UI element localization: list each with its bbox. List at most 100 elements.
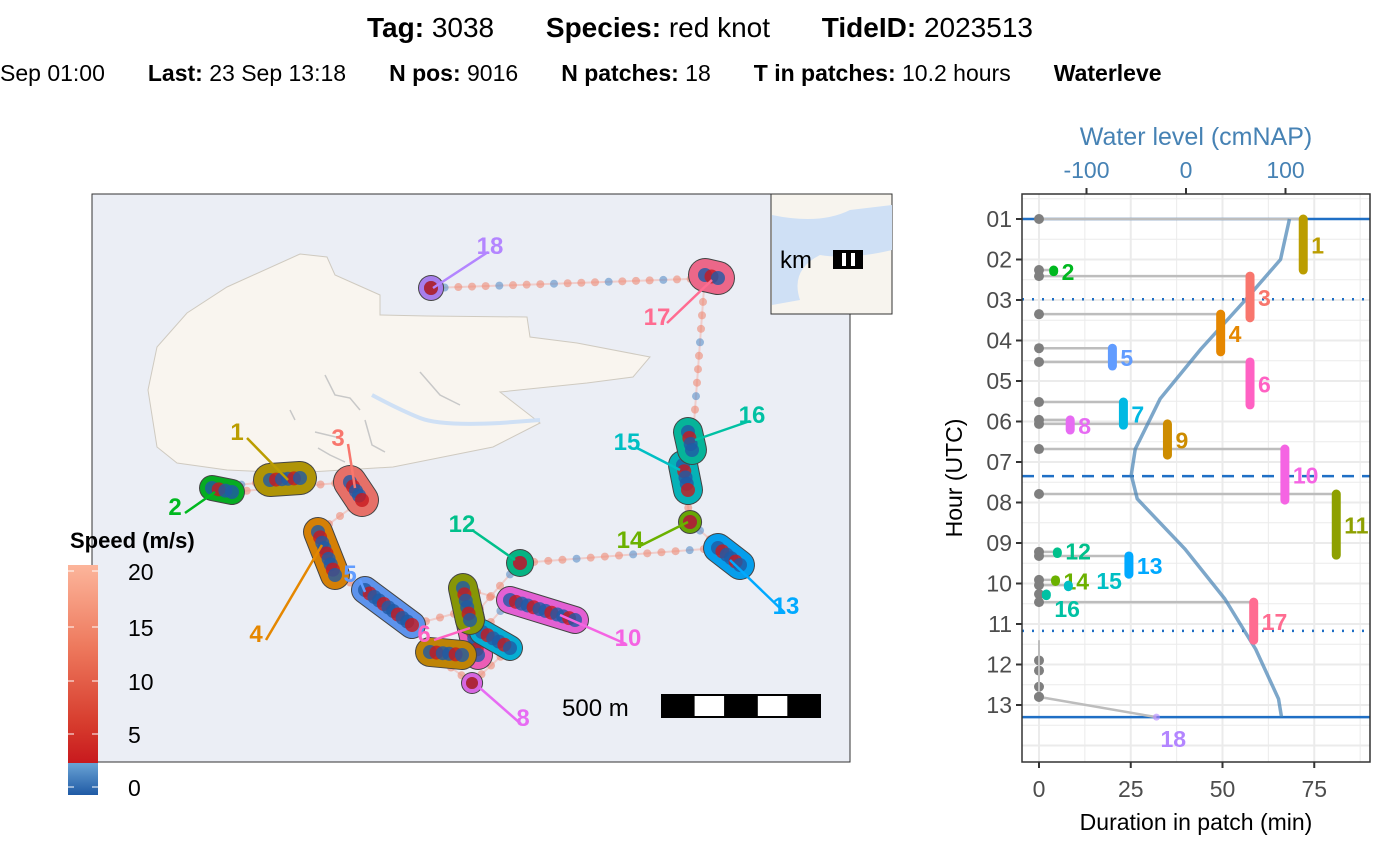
legend-tick-label: 0: [128, 775, 141, 801]
position-point: [336, 512, 344, 520]
patch-bar-label-2: 2: [1062, 259, 1075, 285]
position-point: [586, 553, 595, 562]
label-leader: [358, 579, 367, 593]
legend-tick-label: 15: [128, 615, 154, 641]
secondary-x-tick-label: 0: [1180, 157, 1193, 183]
inset-scalebar-gap: [842, 253, 846, 266]
patch-label-1: 1: [230, 419, 243, 446]
x-tick-label: 50: [1210, 776, 1236, 802]
scalebar-segment: [692, 694, 727, 718]
position-point: [355, 493, 369, 507]
position-point: [225, 485, 239, 499]
patch-bar-label-9: 9: [1175, 428, 1188, 454]
patch-label-6: 6: [417, 621, 430, 648]
patch-start-point: [1034, 214, 1044, 224]
position-point: [657, 548, 666, 557]
y-tick-label: 11: [988, 611, 1012, 637]
position-point: [563, 279, 572, 288]
position-point: [673, 275, 681, 284]
position-point: [699, 297, 707, 306]
patch-start-point: [1034, 589, 1044, 600]
secondary-x-tick-label: -100: [1063, 157, 1109, 183]
position-point: [685, 443, 699, 457]
position-point: [643, 549, 652, 558]
patch-label-13: 13: [773, 593, 800, 620]
creek: [289, 409, 296, 421]
label-leader: [432, 250, 489, 290]
subtitle-npos: N pos: 9016: [389, 60, 519, 86]
position-point: [544, 556, 553, 565]
creek: [364, 419, 386, 453]
label-leader: [729, 559, 785, 613]
position-point: [733, 558, 747, 572]
patch-label-4: 4: [249, 621, 263, 648]
patch-start-point: [1034, 597, 1044, 608]
inset-scalebar: [833, 250, 863, 269]
x-tick-label: 25: [1118, 776, 1144, 802]
island-land: [147, 253, 651, 474]
patch-bar-label-16: 16: [1054, 596, 1080, 622]
title-species: Species: red knot: [545, 12, 771, 43]
subtitle-waterlevel: Waterleve: [1053, 60, 1162, 86]
position-point: [618, 277, 627, 286]
patch-start-point: [1034, 580, 1044, 591]
patch-bar-label-11: 11: [1344, 513, 1369, 539]
chart-panel: [1022, 194, 1370, 762]
position-point: [694, 365, 702, 374]
subtitle-tinpatches: T in patches: 10.2 hours: [753, 60, 1011, 86]
position-point: [550, 279, 558, 288]
patch-bar-label-15: 15: [1096, 568, 1122, 594]
y-axis-title: Hour (UTC): [941, 419, 967, 538]
label-leader: [246, 437, 289, 481]
patch-label-2: 2: [168, 494, 181, 521]
scalebar-segment: [787, 694, 822, 718]
title-tideid: TideID: 2023513: [821, 12, 1033, 43]
position-point: [481, 282, 490, 291]
y-tick-label: 04: [986, 328, 1012, 354]
label-leader: [694, 419, 751, 442]
patch-label-10: 10: [615, 625, 642, 652]
position-point: [695, 351, 703, 360]
patch-bar-label-1: 1: [1311, 233, 1324, 259]
position-point: [697, 324, 705, 333]
position-point: [405, 618, 419, 632]
y-tick-label: 10: [986, 571, 1012, 597]
track-segment: [430, 277, 719, 289]
label-leader: [636, 446, 681, 472]
subtitle-npatches: N patches: 18: [561, 60, 711, 86]
patch-start-point: [1034, 550, 1044, 561]
inset-water: [772, 205, 892, 305]
creek: [314, 431, 341, 439]
scalebar-segment: [724, 694, 758, 718]
position-point: [495, 281, 504, 290]
position-point: [683, 515, 697, 529]
position-point: [693, 378, 701, 387]
x-axis-title: Duration in patch (min): [1080, 809, 1313, 835]
scalebar-segment: [755, 694, 790, 718]
position-point: [572, 554, 581, 563]
position-point: [698, 311, 706, 320]
position-point: [486, 593, 494, 602]
position-point: [424, 281, 438, 295]
position-point: [293, 471, 307, 485]
position-point: [454, 283, 463, 292]
position-point: [522, 280, 531, 289]
label-leader: [184, 490, 216, 515]
legend-tick-label: 10: [128, 669, 154, 695]
y-tick-label: 03: [986, 287, 1012, 313]
label-leader: [479, 687, 522, 725]
creek: [324, 374, 361, 411]
position-point: [711, 271, 725, 285]
position-point: [466, 677, 478, 689]
patch-label-15: 15: [614, 429, 641, 456]
patch-start-point: [1034, 309, 1044, 320]
label-leader: [666, 279, 713, 324]
position-point: [496, 581, 504, 590]
creek: [419, 371, 461, 406]
position-point: [316, 480, 325, 489]
subtitle-last: Last: 23 Sep 13:18: [147, 60, 347, 86]
patch-bar-label-18: 18: [1160, 726, 1186, 752]
patch-bar-label-12: 12: [1065, 539, 1091, 565]
